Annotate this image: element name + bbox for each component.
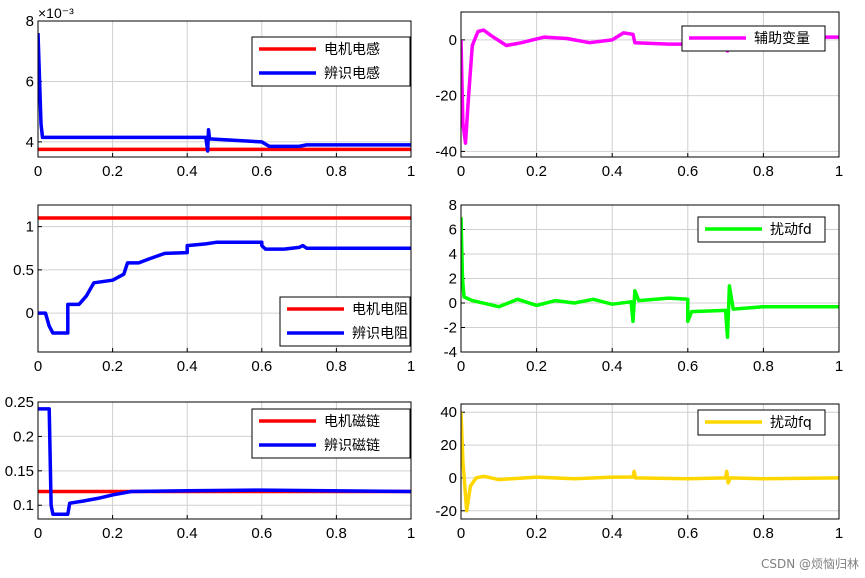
legend-label: 辨识电感 xyxy=(324,65,380,82)
y-tick-label: 6 xyxy=(26,73,34,90)
x-tick-label: 0.4 xyxy=(177,525,198,542)
y-tick-label: 4 xyxy=(26,134,34,151)
chart-panel: 0 0.2 0.4 0.6 0.8 1 -40 -20 0 辅助变量 xyxy=(435,11,843,180)
x-tick-label: 0.4 xyxy=(602,358,623,375)
y-tick-label: 8 xyxy=(449,197,457,214)
x-tick-label: 1 xyxy=(407,163,415,180)
legend-label: 扰动fd xyxy=(770,222,812,238)
y-tick-label: 0 xyxy=(449,32,457,49)
legend-label: 扰动fq xyxy=(770,415,812,431)
x-tick-label: 0.6 xyxy=(251,358,272,375)
x-tick-label: 1 xyxy=(407,525,415,542)
legend-box xyxy=(251,408,411,459)
x-tick-label: 0 xyxy=(34,358,42,375)
x-tick-label: 0.8 xyxy=(753,358,774,375)
y-tick-label: 4 xyxy=(449,246,457,263)
y-tick-label: 0.2 xyxy=(13,428,34,445)
axes-frame xyxy=(460,403,840,520)
legend-label: 辅助变量 xyxy=(754,31,810,47)
legend: 扰动fd xyxy=(697,216,826,243)
x-tick-label: 0 xyxy=(457,358,465,375)
x-tick-label: 0.2 xyxy=(526,163,547,180)
x-tick-label: 0.2 xyxy=(526,358,547,375)
axes-frame xyxy=(37,20,412,158)
y-tick-label: 20 xyxy=(440,437,457,454)
x-tick-label: 0.6 xyxy=(677,525,698,542)
y-tick-label: 0.1 xyxy=(13,497,34,514)
x-tick-label: 0.4 xyxy=(602,525,623,542)
x-tick-label: 0.4 xyxy=(177,163,198,180)
y-tick-label: 0 xyxy=(449,295,457,312)
y-tick-label: 0.15 xyxy=(5,463,34,480)
y-tick-label: 1 xyxy=(26,219,34,236)
x-tick-label: 0.2 xyxy=(526,525,547,542)
axes-frame xyxy=(460,11,840,158)
y-tick-label: 0.5 xyxy=(13,262,34,279)
x-tick-label: 0.2 xyxy=(102,358,123,375)
x-tick-label: 0 xyxy=(457,163,465,180)
legend-label: 电机电阻 xyxy=(352,302,408,318)
watermark: CSDN @烦恼归林 xyxy=(760,557,859,571)
legend-label: 电机磁链 xyxy=(324,414,380,430)
y-tick-label: -40 xyxy=(435,143,457,160)
x-tick-label: 0.8 xyxy=(753,525,774,542)
x-tick-label: 0.6 xyxy=(677,358,698,375)
axes-frame xyxy=(37,204,412,353)
x-tick-label: 0 xyxy=(34,163,42,180)
x-tick-label: 0 xyxy=(34,525,42,542)
x-tick-label: 1 xyxy=(407,358,415,375)
x-tick-label: 0.8 xyxy=(326,525,347,542)
x-tick-label: 0.4 xyxy=(177,358,198,375)
legend-label: 辨识磁链 xyxy=(324,438,380,454)
x-tick-label: 0.2 xyxy=(102,525,123,542)
legend: 扰动fq xyxy=(697,409,826,436)
y-tick-label: -2 xyxy=(444,320,457,337)
series-line xyxy=(461,217,839,340)
x-tick-label: 1 xyxy=(835,358,843,375)
y-tick-label: -4 xyxy=(444,344,457,361)
legend-label: 电机电感 xyxy=(324,41,380,58)
x-tick-label: 1 xyxy=(835,163,843,180)
y-tick-label: 8 xyxy=(26,13,34,30)
x-tick-label: 0.6 xyxy=(677,163,698,180)
x-tick-label: 0.2 xyxy=(102,163,123,180)
chart-panel: 0 0.2 0.4 0.6 0.8 1 -4 -2 0 2 4 6 8 扰动fd xyxy=(444,197,844,375)
series-line xyxy=(461,412,839,513)
x-tick-label: 0.4 xyxy=(602,163,623,180)
series-line xyxy=(38,407,411,516)
y-tick-label: -20 xyxy=(435,88,457,105)
x-tick-label: 0.6 xyxy=(251,163,272,180)
axes-frame xyxy=(460,204,840,353)
y-tick-label: 0.25 xyxy=(5,394,34,411)
legend: 辅助变量 xyxy=(681,25,826,52)
y-tick-label: -20 xyxy=(435,503,457,520)
y-tick-label: 0 xyxy=(26,305,34,322)
y-axis-exponent: ×10⁻³ xyxy=(38,5,74,21)
legend-box xyxy=(251,36,411,87)
series-line xyxy=(38,33,411,153)
x-tick-label: 0.6 xyxy=(251,525,272,542)
y-tick-label: 2 xyxy=(449,271,457,288)
x-tick-label: 1 xyxy=(835,525,843,542)
x-tick-label: 0.8 xyxy=(753,163,774,180)
x-tick-label: 0.8 xyxy=(326,163,347,180)
y-tick-label: 6 xyxy=(449,222,457,239)
series-line xyxy=(38,240,411,335)
x-tick-label: 0.8 xyxy=(326,358,347,375)
y-tick-label: 0 xyxy=(449,470,457,487)
legend-label: 辨识电阻 xyxy=(352,326,408,342)
x-tick-label: 0 xyxy=(457,525,465,542)
axes-frame xyxy=(37,401,412,520)
legend-box xyxy=(279,296,411,347)
y-tick-label: 40 xyxy=(440,404,457,421)
